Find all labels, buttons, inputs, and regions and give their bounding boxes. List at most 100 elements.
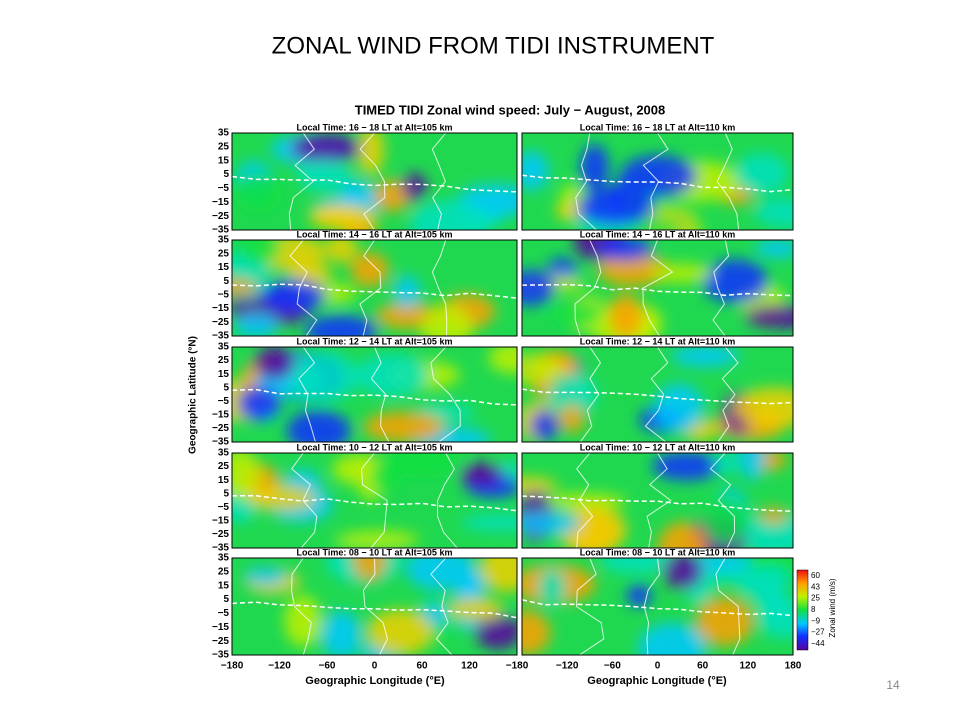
y-tick-label: 25 [218,566,230,577]
colorbar-tick-label: −44 [811,639,825,648]
wind-blob [321,610,362,655]
wind-blob [522,150,550,191]
y-tick-label: −15 [212,622,229,633]
wind-blob [289,262,333,285]
x-axis-label: Geographic Longitude (°E) [587,675,727,687]
wind-blob [702,259,769,303]
wind-blob [372,179,412,212]
wind-blob [714,453,739,474]
x-tick-label: −60 [604,661,621,672]
x-tick-label: 120 [739,661,756,672]
wind-blob [597,240,653,261]
wind-blob [558,505,627,548]
wind-blob [733,387,793,428]
y-tick-label: 5 [223,382,229,393]
wind-blob [393,275,421,309]
wind-blob [600,558,675,574]
dip-equator [522,495,793,512]
wind-blob [627,584,652,608]
wind-blob [597,253,671,287]
wind-blob [749,566,791,588]
wind-blob [479,558,517,593]
wind-blob [695,596,754,647]
panel-frame [521,132,794,231]
y-tick-label: 35 [218,128,230,139]
panel-label: Local Time: 10 − 12 LT at Alt=105 km [297,442,453,452]
wind-blob [304,315,378,336]
wind-blob [254,347,295,380]
y-tick-label: −35 [212,650,229,661]
wind-blob [522,511,581,536]
wind-blob [757,596,793,639]
slide-title: ZONAL WIND FROM TIDI INSTRUMENT [272,32,715,59]
wind-blob [662,558,703,590]
wind-field [232,453,517,548]
x-tick-label: −120 [556,661,579,672]
map-panel [232,133,517,230]
panel-label: Local Time: 12 − 14 LT at Alt=110 km [580,336,735,346]
x-tick-label: −60 [319,661,336,672]
wind-field [522,240,793,336]
colorbar-tick-label: 8 [811,605,816,614]
panel-label: Local Time: 12 − 14 LT at Alt=105 km [297,336,453,346]
map-panel [232,558,517,655]
x-tick-label: 120 [461,661,478,672]
y-tick-label: 5 [223,276,229,287]
wind-blob [232,453,260,499]
wind-blob [385,453,463,479]
y-tick-label: −5 [218,289,230,300]
wind-blob [409,199,492,230]
wind-blob [743,304,793,329]
wind-blob [759,507,788,524]
map-panel [232,240,517,336]
y-tick-label: 35 [218,342,230,353]
colorbar-tick-label: 43 [811,582,820,591]
x-tick-label: −180 [221,661,244,672]
y-tick-label: 15 [218,369,230,380]
wind-blob [369,460,403,494]
y-tick-label: 15 [218,262,230,273]
wind-blob [233,172,283,214]
wind-blob [405,558,476,591]
y-tick-label: 25 [218,141,230,152]
map-panel [232,347,517,442]
wind-blob [657,522,708,548]
panel-label: Local Time: 16 − 18 LT at Alt=110 km [580,122,735,132]
wind-field [244,558,517,655]
coastline [289,240,448,336]
wind-blob [459,570,486,600]
page-number: 14 [886,678,900,692]
map-panel [232,453,517,548]
colorbar-tick-label: 25 [811,594,820,603]
y-tick-label: −25 [212,636,229,647]
colorbar-tick-label: 60 [811,571,820,580]
map-panel [522,558,793,655]
panel-label: Local Time: 14 − 16 LT at Alt=105 km [297,229,453,239]
panel-label: Local Time: 08 − 10 LT at Alt=105 km [297,547,453,557]
wind-blob [357,133,385,175]
colorbar-label: Zonal wind (m/s) [828,578,837,637]
dip-equator [522,174,793,193]
y-tick-label: −25 [212,317,229,328]
wind-blob [244,567,288,586]
y-tick-label: −35 [212,225,229,236]
wind-blob [608,293,644,336]
wind-blob [239,240,282,265]
panel-frame [231,557,518,656]
panel-frame [521,346,794,443]
wind-blob [290,133,362,163]
wind-blob [460,514,517,532]
wind-blob [637,622,707,655]
dip-equator [522,388,793,405]
y-tick-label: −5 [218,183,230,194]
y-tick-label: 35 [218,235,230,246]
y-tick-label: −25 [212,423,229,434]
coastline [576,453,736,548]
wind-blob [538,568,567,607]
wind-blob [237,385,281,421]
panel-frame [521,452,794,549]
wind-blob [671,347,740,367]
wind-blob [350,252,389,288]
wind-blob [704,495,750,543]
